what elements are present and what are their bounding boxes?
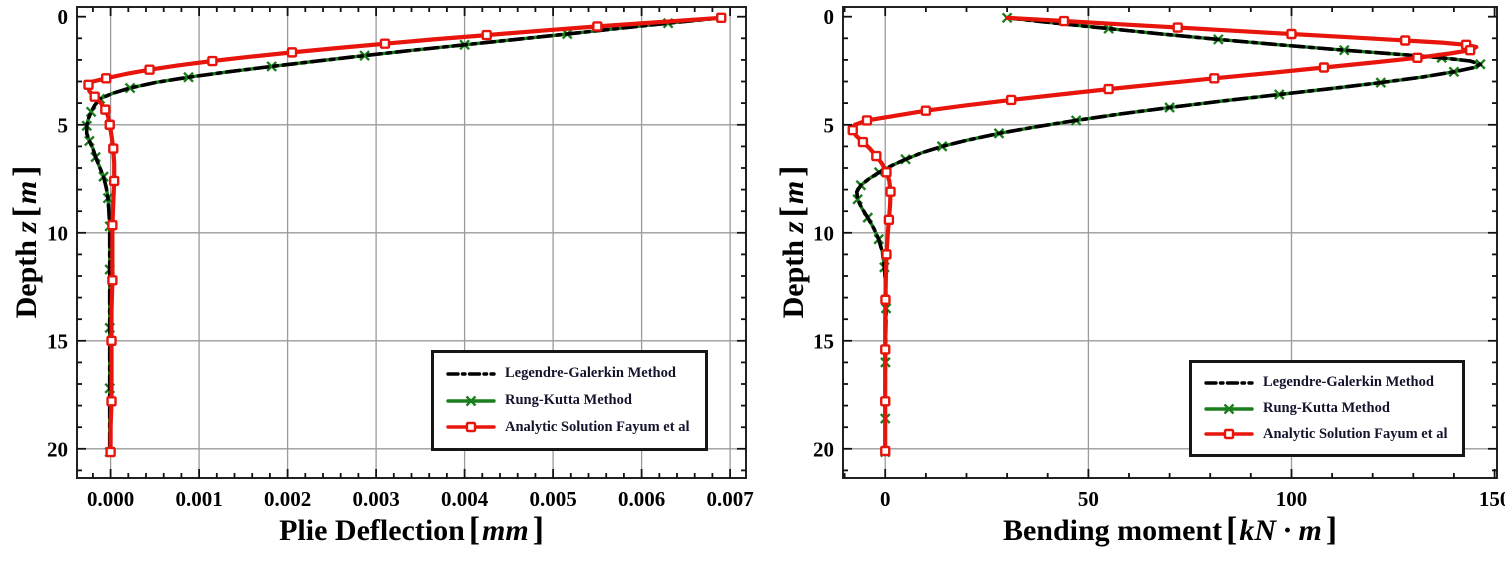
chart-bending-moment: 05010015005101520 Depthz[m] Bending mome… bbox=[760, 0, 1505, 571]
y-tick-label: 20 bbox=[813, 437, 834, 461]
legend-swatch-line-x bbox=[446, 395, 496, 406]
series-line-legendre-galerkin-method bbox=[84, 16, 723, 454]
series-analytic-solution-fayum-et-al bbox=[83, 12, 727, 458]
series-legendre-galerkin-method bbox=[84, 16, 723, 454]
legend-label: Rung-Kutta Method bbox=[505, 392, 632, 408]
x-tick-label: 0.007 bbox=[706, 487, 753, 511]
y-tick-label: 20 bbox=[47, 437, 68, 461]
bracket-close: ] bbox=[774, 165, 811, 177]
x-axis-title-text: Plie Deflection bbox=[279, 514, 465, 547]
plot-canvas-moment: 0 50 100 150 0 5 10 15 20 bbox=[813, 5, 1505, 511]
legend-item: Analytic Solution Fayum et al bbox=[438, 418, 701, 436]
x-tick-label: 0.000 bbox=[87, 487, 134, 511]
y-tick-label: 10 bbox=[47, 221, 68, 245]
legend-item: Analytic Solution Fayum et al bbox=[1196, 425, 1458, 443]
legend-label: Analytic Solution Fayum et al bbox=[505, 418, 690, 435]
legend-label: Analytic Solution Fayum et al bbox=[1263, 425, 1448, 442]
y-axis-title-text: Depth bbox=[777, 240, 810, 319]
legend: Legendre-Galerkin Method Rung-Kutta Meth… bbox=[1189, 360, 1465, 457]
legend-swatch-line-square bbox=[1204, 429, 1254, 440]
x-tick-label: 0.006 bbox=[618, 487, 665, 511]
y-axis-variable: z bbox=[777, 221, 810, 234]
y-axis-title: Depth z [m] bbox=[7, 166, 45, 319]
plot-canvas-deflection: 0.000 0.001 0.002 0.003 0.004 0.005 0.006 0.007… bbox=[47, 5, 754, 511]
legend-swatch-line-square bbox=[446, 422, 496, 433]
chart-pile-deflection: 0.000 0.001 0.002 0.003 0.004 0.005 0.006 0.007… bbox=[7, 5, 754, 549]
x-tick-label: 0.001 bbox=[175, 487, 222, 511]
legend-label: Legendre-Galerkin Method bbox=[505, 365, 676, 382]
legend-label: Rung-Kutta Method bbox=[1263, 400, 1390, 416]
bracket-open: [ bbox=[7, 206, 44, 218]
x-tick-label: 0.003 bbox=[352, 487, 399, 511]
legend-swatch-dashdot bbox=[446, 372, 496, 376]
x-axis-unit: mm bbox=[482, 514, 529, 547]
bracket-open: [ bbox=[774, 206, 811, 218]
x-tick-label: 0.005 bbox=[529, 487, 576, 511]
gridlines bbox=[77, 7, 746, 478]
bracket-close: ] bbox=[532, 511, 544, 548]
y-axis-variable: z bbox=[10, 221, 43, 234]
y-axis-title: Depth z [m] bbox=[774, 166, 812, 319]
legend-item: Legendre-Galerkin Method bbox=[1196, 374, 1458, 392]
x-tick-label: 150 bbox=[1479, 487, 1505, 511]
x-tick-label: 0.004 bbox=[441, 487, 489, 511]
bracket-close: ] bbox=[7, 165, 44, 177]
legend-item: Rung-Kutta Method bbox=[1196, 400, 1458, 418]
y-tick-label: 5 bbox=[58, 113, 69, 137]
legend-label: Legendre-Galerkin Method bbox=[1263, 374, 1434, 391]
legend-item: Legendre-Galerkin Method bbox=[438, 365, 701, 383]
legend-item: Rung-Kutta Method bbox=[438, 392, 701, 410]
legend-swatch-dashdot bbox=[1204, 381, 1254, 385]
series-markers-analytic-solution-fayum-et-al bbox=[83, 12, 727, 458]
y-tick-label: 15 bbox=[813, 329, 834, 353]
y-axis-unit: m bbox=[10, 180, 43, 205]
x-tick-label: 50 bbox=[1078, 487, 1099, 511]
axis-ticks bbox=[843, 7, 1497, 478]
x-axis-title-text: Bending moment bbox=[1002, 514, 1223, 547]
axis-ticks bbox=[77, 7, 746, 478]
y-tick-label: 5 bbox=[824, 113, 835, 137]
x-tick-labels: 0.000 0.001 0.002 0.003 0.004 0.005 0.006 0.007 bbox=[87, 487, 754, 511]
x-tick-label: 0 bbox=[880, 487, 891, 511]
y-axis-unit: m bbox=[777, 180, 810, 205]
y-tick-label: 0 bbox=[58, 5, 69, 29]
y-tick-label: 0 bbox=[824, 5, 835, 29]
x-tick-labels: 0 50 100 150 bbox=[880, 487, 1505, 511]
y-tick-label: 10 bbox=[813, 221, 834, 245]
bracket-open: [ bbox=[468, 511, 481, 548]
bracket-close: ] bbox=[1325, 511, 1338, 548]
x-axis-title: Bending moment [kN · m] bbox=[843, 511, 1497, 549]
legend-swatch-line-x bbox=[1204, 403, 1254, 414]
y-tick-labels: 0 5 10 15 20 bbox=[813, 5, 834, 461]
series-markers-analytic-solution-fayum-et-al bbox=[847, 15, 1476, 457]
y-tick-label: 15 bbox=[47, 329, 68, 353]
series-analytic-solution-fayum-et-al bbox=[847, 15, 1479, 457]
x-tick-label: 100 bbox=[1276, 487, 1308, 511]
bracket-open: [ bbox=[1226, 511, 1238, 548]
x-axis-unit: kN · m bbox=[1239, 514, 1322, 547]
y-axis-title-text: Depth bbox=[10, 240, 43, 319]
legend: Legendre-Galerkin Method Rung-Kutta Meth… bbox=[431, 350, 708, 451]
x-tick-label: 0.002 bbox=[264, 487, 311, 511]
x-axis-title: Plie Deflection [mm] bbox=[77, 511, 746, 549]
y-tick-labels: 0 5 10 15 20 bbox=[47, 5, 68, 461]
